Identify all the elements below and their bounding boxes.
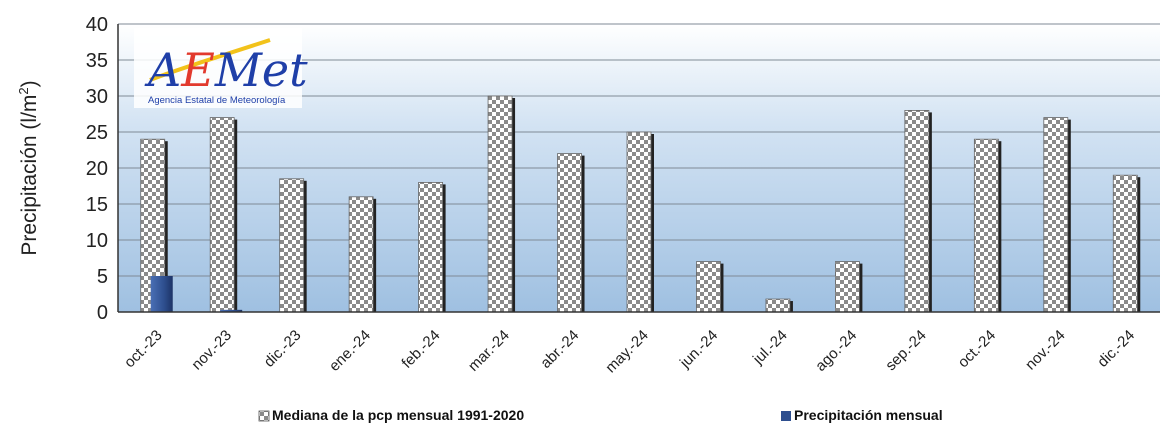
x-tick-label: nov.-24 [1022, 327, 1069, 374]
median-bar-mar.-24 [487, 95, 513, 313]
x-tick-label: sep.-24 [882, 327, 929, 374]
x-tick-label: nov.-23 [188, 327, 235, 374]
x-tick-label: mar.-24 [465, 327, 513, 375]
legend-label-median: Mediana de la pcp mensual 1991-2020 [272, 407, 524, 423]
logo-letter-e: E [180, 43, 215, 97]
y-tick-label: 5 [97, 266, 108, 288]
median-bar-jun.-24 [696, 261, 721, 313]
legend-swatch-monthly [781, 411, 791, 421]
median-bar-dic.-24 [1112, 174, 1138, 313]
x-tick-label: dic.-23 [261, 327, 305, 371]
monthly-bar-nov.-23 [220, 309, 243, 312]
x-tick-label: abr.-24 [537, 327, 582, 372]
median-bar-sep.-24 [904, 110, 930, 313]
svg-text:AEMet: AEMet [144, 43, 308, 97]
logo-letters-met: Met [214, 43, 308, 97]
y-tick-label: 20 [86, 158, 108, 180]
median-bar-abr.-24 [557, 153, 582, 313]
y-tick-label: 0 [97, 302, 108, 324]
y-axis-label-superscript: 2 [16, 87, 31, 94]
logo-subtitle: Agencia Estatal de Meteorología [148, 95, 286, 106]
x-tick-labels: oct.-23 nov.-23 dic.-23 ene.-24 feb.-24 mar.-… [121, 327, 1138, 377]
y-tick-label: 10 [86, 230, 108, 252]
median-bar-nov.-24 [1043, 117, 1069, 313]
y-axis-label: Precipitación (l/m2) [16, 80, 41, 255]
legend: Mediana de la pcp mensual 1991-2020 Prec… [258, 407, 943, 423]
x-tick-label: oct.-24 [955, 327, 999, 371]
x-tick-label: ago.-24 [812, 327, 860, 375]
x-tick-label: feb.-24 [398, 327, 443, 372]
y-axis-label-close: ) [18, 80, 41, 87]
x-tick-label: dic.-24 [1094, 327, 1138, 371]
median-bar-ago.-24 [835, 261, 860, 313]
x-tick-label: jul.-24 [749, 327, 791, 369]
x-tick-label: oct.-23 [121, 327, 165, 371]
median-bar-oct.-24 [973, 138, 999, 313]
y-axis-label-main: Precipitación (l/m [18, 95, 41, 256]
legend-label-monthly: Precipitación mensual [794, 407, 943, 423]
aemet-logo: AEMet Agencia Estatal de Meteorología [134, 28, 308, 108]
x-tick-label: ene.-24 [326, 327, 374, 375]
y-tick-label: 15 [86, 194, 108, 216]
y-tick-label: 30 [86, 86, 108, 108]
median-bar-dic.-23 [279, 178, 305, 313]
x-tick-label: may.-24 [602, 327, 652, 377]
legend-swatch-median [258, 410, 270, 422]
x-tick-label: jun.-24 [676, 327, 721, 372]
bars [140, 95, 1141, 313]
median-bar-nov.-23 [209, 117, 235, 313]
monthly-bar-oct.-23 [150, 276, 173, 312]
y-tick-label: 25 [86, 122, 108, 144]
median-bar-jul.-24 [765, 298, 791, 313]
median-bar-ene.-24 [348, 196, 374, 313]
y-tick-label: 40 [86, 14, 108, 36]
y-tick-label: 35 [86, 50, 108, 72]
y-tick-labels: 0 5 10 15 20 25 30 35 40 [86, 14, 108, 324]
logo-letter-a: A [144, 43, 181, 97]
median-bar-feb.-24 [418, 181, 444, 313]
median-bar-may.-24 [626, 131, 652, 313]
